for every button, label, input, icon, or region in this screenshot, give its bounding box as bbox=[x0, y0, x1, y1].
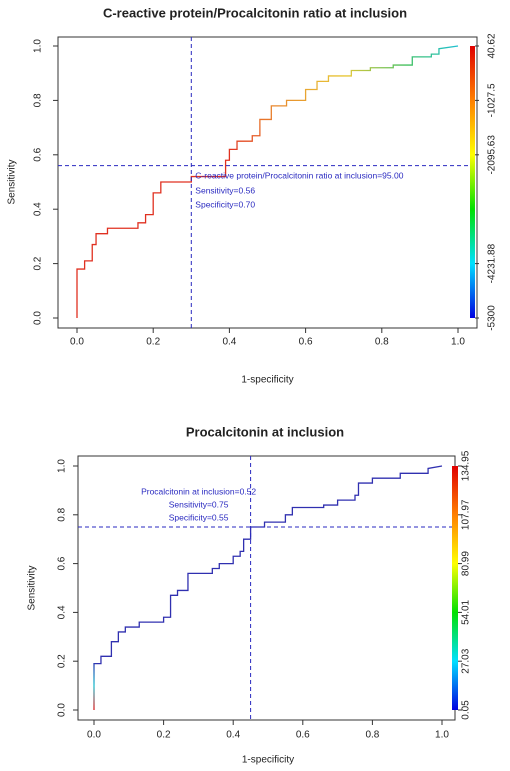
colorbar bbox=[452, 466, 458, 710]
y-tick-label: 0.4 bbox=[57, 605, 68, 619]
x-tick-label: 0.2 bbox=[157, 730, 171, 741]
colorbar-tick-label: 80.99 bbox=[461, 551, 472, 576]
y-tick-label: 0.2 bbox=[33, 256, 44, 270]
y-tick-label: 0.8 bbox=[57, 507, 68, 521]
chart-title: C-reactive protein/Procalcitonin ratio a… bbox=[103, 5, 407, 20]
y-tick-label: 0.4 bbox=[33, 202, 44, 216]
annotation: Specificity=0.55 bbox=[169, 512, 229, 522]
colorbar-tick-label: -5300 bbox=[487, 305, 498, 331]
x-tick-label: 0.6 bbox=[296, 730, 310, 741]
plot-frame bbox=[57, 36, 478, 329]
y-tick-label: 0.8 bbox=[33, 93, 44, 107]
colorbar-tick-label: 27.03 bbox=[461, 648, 472, 673]
annotation: Sensitivity=0.56 bbox=[195, 185, 255, 195]
x-tick-label: 0.4 bbox=[226, 730, 240, 741]
annotation: Sensitivity=0.75 bbox=[169, 499, 229, 509]
plot-frame bbox=[77, 455, 456, 721]
annotation: Specificity=0.70 bbox=[195, 199, 255, 209]
y-tick-label: 1.0 bbox=[33, 39, 44, 53]
x-tick-label: 0.2 bbox=[146, 337, 160, 348]
annotation: C-reactive protein/Procalcitonin ratio a… bbox=[195, 170, 403, 180]
y-tick-label: 0.6 bbox=[33, 147, 44, 161]
y-tick-label: 0.0 bbox=[33, 311, 44, 325]
colorbar-tick-label: 0.05 bbox=[461, 700, 472, 720]
y-tick-label: 1.0 bbox=[57, 459, 68, 473]
annotation: Procalcitonin at inclusion=0.52 bbox=[141, 486, 256, 496]
colorbar-tick-label: 40.62 bbox=[487, 33, 498, 58]
y-tick-label: 0.0 bbox=[57, 703, 68, 717]
x-tick-label: 1.0 bbox=[451, 337, 465, 348]
x-tick-label: 0.0 bbox=[70, 337, 84, 348]
roc-curve bbox=[93, 465, 443, 710]
colorbar-tick-label: 134.95 bbox=[461, 450, 472, 481]
y-tick-label: 0.6 bbox=[57, 556, 68, 570]
y-axis-title: Sensitivity bbox=[7, 159, 18, 204]
x-tick-label: 1.0 bbox=[435, 730, 449, 741]
y-tick-label: 0.2 bbox=[57, 654, 68, 668]
colorbar bbox=[470, 46, 475, 318]
x-tick-label: 0.6 bbox=[299, 337, 313, 348]
x-tick-label: 0.8 bbox=[365, 730, 379, 741]
colorbar-tick-label: 54.01 bbox=[461, 599, 472, 624]
colorbar-tick-label: 107.97 bbox=[461, 499, 472, 530]
colorbar-tick-label: -2095.63 bbox=[487, 135, 498, 175]
colorbar-tick-label: -1027.5 bbox=[487, 83, 498, 117]
roc-curve bbox=[76, 45, 459, 318]
y-axis-title: Sensitivity bbox=[27, 565, 38, 610]
colorbar-tick-label: -4231.88 bbox=[487, 243, 498, 283]
x-tick-label: 0.8 bbox=[375, 337, 389, 348]
chart-title: Procalcitonin at inclusion bbox=[186, 424, 344, 439]
x-tick-label: 0.0 bbox=[87, 730, 101, 741]
x-axis-title: 1-specificity bbox=[241, 375, 293, 386]
x-tick-label: 0.4 bbox=[222, 337, 236, 348]
x-axis-title: 1-specificity bbox=[242, 755, 294, 766]
